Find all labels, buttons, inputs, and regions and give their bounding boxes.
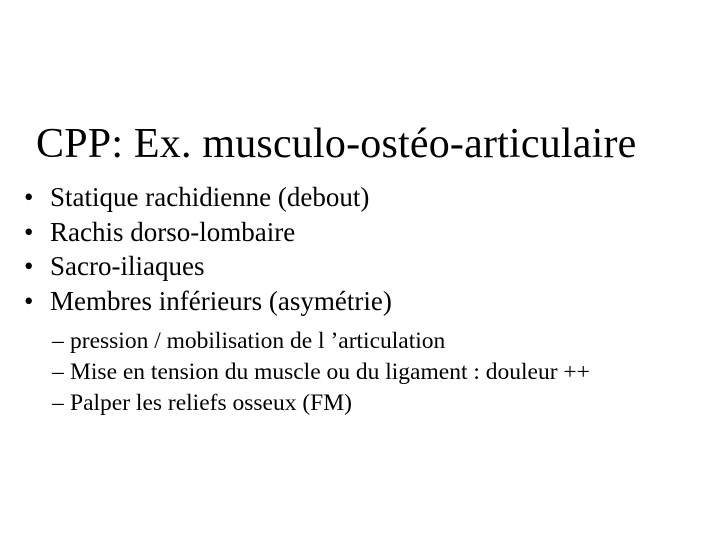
bullet-text: Membres inférieurs (asymétrie) (50, 286, 392, 316)
subbullet-text: pression / mobilisation de l ’articulati… (70, 328, 445, 354)
bullet-text: Statique rachidienne (debout) (50, 182, 369, 212)
list-item: Rachis dorso-lombaire (22, 215, 690, 250)
bullet-text: Rachis dorso-lombaire (50, 217, 295, 247)
list-item: Membres inférieurs (asymétrie) (22, 284, 690, 319)
subbullet-text: Palper les reliefs osseux (FM) (70, 390, 352, 416)
slide-title: CPP: Ex. musculo-ostéo-articulaire (36, 120, 637, 168)
list-item: Statique rachidienne (debout) (22, 180, 690, 215)
sub-bullet-list: pression / mobilisation de l ’articulati… (22, 326, 690, 419)
list-item: Mise en tension du muscle ou du ligament… (52, 357, 690, 388)
slide: CPP: Ex. musculo-ostéo-articulaire Stati… (0, 0, 720, 540)
list-item: Palper les reliefs osseux (FM) (52, 388, 690, 419)
bullet-list: Statique rachidienne (debout) Rachis dor… (22, 180, 690, 318)
list-item: pression / mobilisation de l ’articulati… (52, 326, 690, 357)
slide-body: Statique rachidienne (debout) Rachis dor… (22, 180, 690, 419)
subbullet-text: Mise en tension du muscle ou du ligament… (70, 359, 590, 385)
list-item: Sacro-iliaques (22, 249, 690, 284)
bullet-text: Sacro-iliaques (50, 251, 204, 281)
